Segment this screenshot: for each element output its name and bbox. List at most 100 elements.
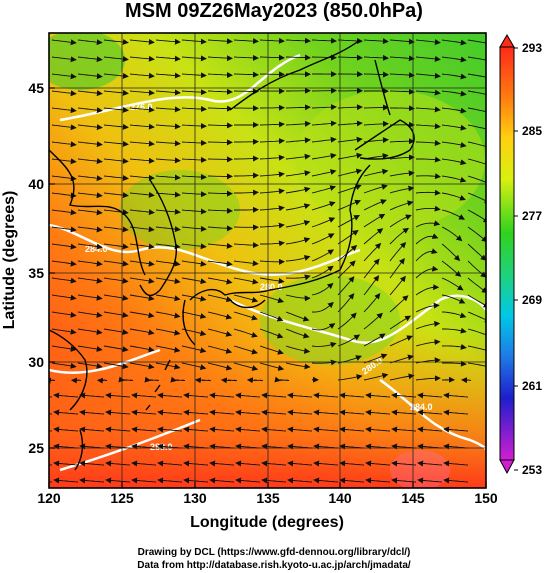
streamline (129, 38, 155, 45)
streamline (103, 328, 129, 336)
streamline (259, 258, 285, 265)
streamline (233, 345, 258, 355)
streamline (467, 175, 486, 186)
streamline (467, 56, 486, 61)
streamline (311, 217, 336, 228)
streamline (103, 56, 129, 62)
streamline (155, 328, 181, 336)
streamline (287, 460, 313, 467)
streamline (181, 89, 207, 96)
streamline (313, 426, 339, 433)
streamline (337, 260, 356, 279)
contour-label: 284.0 (410, 402, 433, 412)
streamline (181, 260, 207, 267)
streamline (103, 277, 129, 284)
streamline (183, 477, 209, 484)
contour-label: 284.0 (85, 244, 108, 254)
streamline (363, 104, 389, 111)
streamline (53, 409, 79, 416)
streamline (391, 392, 417, 399)
streamline (285, 220, 311, 228)
streamline (77, 73, 103, 80)
streamline (181, 345, 207, 354)
streamline (259, 121, 285, 128)
streamline (105, 392, 131, 399)
colorbar-tick-label: 285 (522, 124, 542, 138)
streamline (363, 38, 389, 45)
streamline (441, 243, 461, 262)
colorbar-tick-label: 269 (522, 293, 542, 307)
streamline (155, 106, 181, 113)
streamline (274, 376, 290, 383)
streamline (259, 138, 285, 145)
streamline (365, 477, 391, 484)
streamline (51, 243, 77, 250)
streamline (337, 229, 359, 245)
streamline (467, 345, 486, 354)
streamline (313, 392, 339, 399)
streamline (207, 345, 233, 354)
streamline (363, 168, 389, 177)
streamline (235, 426, 261, 433)
streamline (129, 89, 155, 96)
streamline (467, 328, 486, 338)
streamline (311, 301, 334, 313)
streamline (77, 260, 103, 267)
streamline (131, 409, 157, 416)
streamline (131, 460, 157, 467)
streamline (51, 192, 77, 199)
streamline (389, 55, 415, 62)
streamline (77, 226, 103, 233)
streamline (285, 104, 311, 111)
streamline (390, 105, 415, 112)
streamline (441, 343, 467, 350)
streamline (49, 377, 56, 384)
streamline (389, 214, 412, 228)
streamline (443, 426, 469, 433)
streamline (233, 38, 259, 45)
streamline (259, 328, 284, 339)
streamline (311, 87, 337, 94)
streamline (389, 373, 415, 381)
streamline (285, 294, 311, 302)
streamline (155, 123, 181, 130)
streamline (207, 122, 233, 129)
streamline (441, 209, 465, 220)
streamline (417, 477, 443, 484)
y-tick-label: 40 (28, 176, 44, 192)
coastlines (49, 39, 415, 471)
x-tick-label: 120 (37, 490, 61, 506)
streamline (207, 55, 233, 62)
streamline (363, 258, 380, 279)
streamline (467, 311, 486, 323)
streamline (363, 333, 386, 347)
y-tick-label: 30 (28, 354, 44, 370)
streamline (103, 123, 129, 130)
streamline (129, 294, 155, 302)
streamline (235, 460, 261, 467)
colorbar-tick-label: 261 (522, 379, 542, 393)
streamline (285, 170, 311, 177)
contour-label: 280.0 (260, 282, 283, 292)
y-axis (49, 87, 55, 449)
streamline (155, 191, 181, 198)
streamline (157, 392, 183, 399)
y-tick-label: 25 (28, 440, 44, 456)
streamline (181, 72, 207, 79)
streamline (467, 243, 486, 261)
streamline (313, 409, 339, 416)
streamline (183, 409, 209, 416)
streamline (363, 228, 384, 245)
streamline (467, 277, 486, 294)
streamline (207, 294, 233, 303)
streamline (337, 312, 357, 330)
streamline (285, 345, 311, 354)
colorbar (499, 34, 518, 475)
streamline (129, 260, 155, 267)
streamline (389, 258, 405, 279)
streamline (129, 311, 155, 319)
streamline (181, 277, 207, 285)
streamline (77, 141, 103, 148)
streamline (155, 38, 181, 45)
